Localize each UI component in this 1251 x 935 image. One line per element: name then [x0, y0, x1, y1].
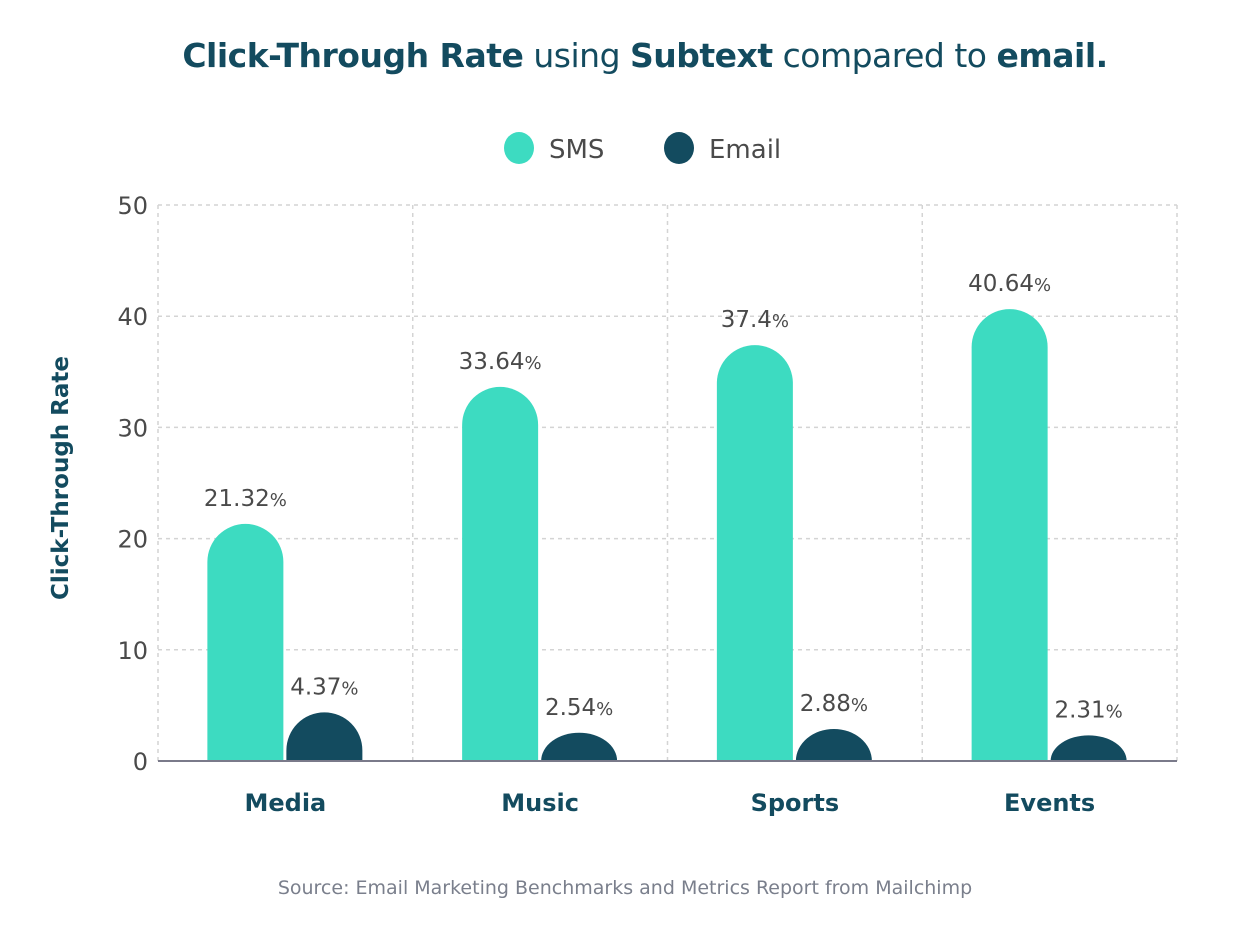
data-label-suffix: %: [1034, 275, 1051, 296]
title-segment: using: [523, 36, 631, 75]
data-label-value: 2.54: [545, 695, 596, 721]
bar-email: [286, 712, 363, 761]
data-label-value: 2.31: [1054, 697, 1105, 723]
data-label-suffix: %: [596, 699, 613, 720]
x-tick-label: Music: [501, 789, 579, 817]
title-segment: compared to: [772, 36, 997, 75]
x-tick-label: Media: [244, 789, 326, 817]
data-label-value: 21.32: [204, 486, 270, 512]
data-label-suffix: %: [851, 695, 868, 716]
y-axis-label: Click-Through Rate: [48, 356, 74, 600]
y-tick-label: 30: [117, 414, 148, 442]
legend-marker-sms: [504, 132, 534, 164]
data-label: 2.31%: [1054, 697, 1122, 723]
data-label: 40.64%: [968, 271, 1051, 297]
bar-email: [1050, 735, 1127, 761]
data-label-suffix: %: [270, 490, 287, 511]
data-label-suffix: %: [1106, 701, 1123, 722]
bar-sms: [462, 386, 539, 761]
x-tick-label: Events: [1004, 789, 1095, 817]
title-segment: Subtext: [630, 36, 773, 75]
bar-sms: [716, 345, 793, 761]
data-label-suffix: %: [341, 678, 358, 699]
data-label-value: 4.37: [290, 674, 341, 700]
bar-email: [795, 728, 872, 761]
bar-email: [541, 732, 618, 761]
source-note: Source: Email Marketing Benchmarks and M…: [278, 877, 972, 899]
data-label-value: 33.64: [459, 349, 525, 375]
legend-marker-email: [664, 132, 694, 164]
bar-sms: [207, 523, 284, 761]
data-label: 2.54%: [545, 695, 613, 721]
y-tick-label: 10: [117, 637, 148, 665]
title-segment: Click-Through Rate: [182, 36, 524, 75]
x-tick-label: Sports: [751, 789, 840, 817]
bar-sms: [971, 309, 1048, 761]
data-label-suffix: %: [772, 311, 789, 332]
legend-label: Email: [709, 135, 781, 165]
data-label-value: 40.64: [968, 271, 1034, 297]
chart-title: Click-Through Rate using Subtext compare…: [0, 36, 1251, 75]
data-label-value: 2.88: [800, 691, 851, 717]
data-label: 33.64%: [459, 349, 542, 375]
y-tick-label: 40: [117, 303, 148, 331]
data-label-value: 37.4: [721, 307, 772, 333]
legend-label: SMS: [549, 135, 604, 165]
data-label: 4.37%: [290, 674, 358, 700]
y-tick-label: 0: [133, 748, 148, 776]
data-label-suffix: %: [525, 353, 542, 374]
data-label: 2.88%: [800, 691, 868, 717]
data-label: 21.32%: [204, 486, 287, 512]
y-tick-label: 50: [117, 192, 148, 220]
data-label: 37.4%: [721, 307, 789, 333]
y-tick-label: 20: [117, 526, 148, 554]
title-segment: email.: [996, 36, 1108, 75]
